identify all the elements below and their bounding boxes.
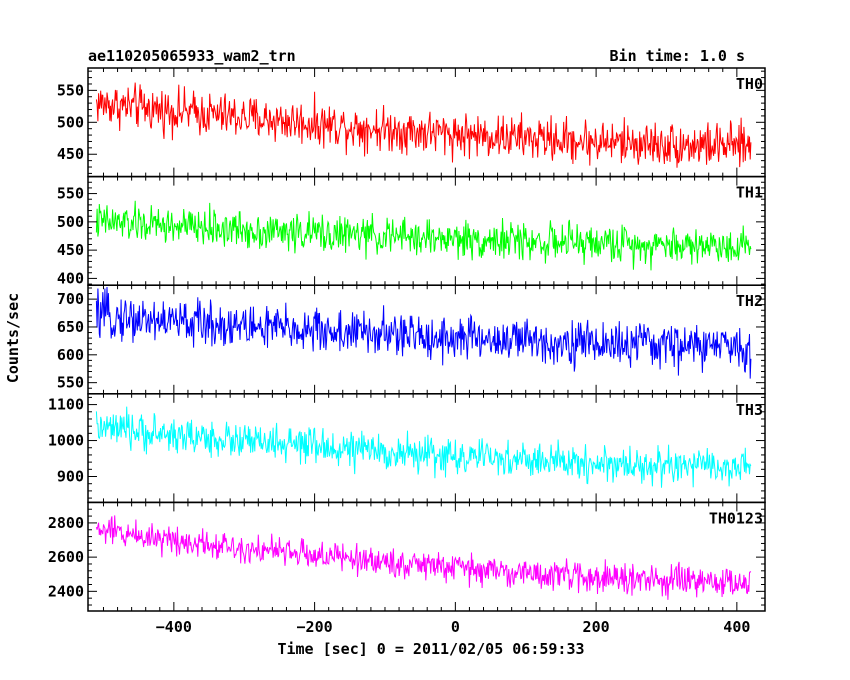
series-line-th1: [95, 200, 752, 271]
panel-label-th3: TH3: [736, 401, 763, 419]
y-tick-label: 550: [57, 81, 84, 99]
title-right: Bin time: 1.0 s: [610, 47, 745, 65]
x-tick-label: −200: [297, 618, 333, 636]
series-line-th2: [95, 286, 752, 379]
panel-label-th0: TH0: [736, 75, 763, 93]
y-tick-label: 450: [57, 145, 84, 163]
y-tick-label: 450: [57, 241, 84, 259]
series-line-th3: [95, 406, 752, 488]
panel-label-th1: TH1: [736, 184, 763, 202]
y-tick-label: 650: [57, 318, 84, 336]
panel-frame: [87, 393, 766, 504]
panel-label-th0123: TH0123: [709, 509, 763, 527]
x-tick-label: −400: [156, 618, 192, 636]
panel-frame: [87, 67, 766, 178]
y-tick-label: 600: [57, 346, 84, 364]
y-tick-label: 500: [57, 113, 84, 131]
y-tick-label: 400: [57, 269, 84, 287]
y-tick-label: 500: [57, 213, 84, 231]
x-tick-label: 200: [583, 618, 610, 636]
x-axis-label: Time [sec] 0 = 2011/02/05 06:59:33: [277, 640, 584, 658]
y-tick-label: 1000: [48, 432, 84, 450]
x-tick-label: 400: [723, 618, 750, 636]
series-line-th0: [95, 82, 752, 168]
y-tick-label: 550: [57, 374, 84, 392]
y-tick-label: 550: [57, 185, 84, 203]
y-tick-label: 900: [57, 468, 84, 486]
y-axis-label: Counts/sec: [4, 293, 22, 383]
series-line-th0123: [95, 515, 752, 600]
title-left: ae110205065933_wam2_trn: [88, 47, 296, 65]
panel-label-th2: TH2: [736, 292, 763, 310]
y-tick-label: 700: [57, 290, 84, 308]
y-tick-label: 2800: [48, 514, 84, 532]
y-tick-label: 2600: [48, 548, 84, 566]
x-tick-label: 0: [451, 618, 460, 636]
panel-frame: [87, 501, 766, 612]
y-tick-label: 1100: [48, 396, 84, 414]
panels-group: 450 500 550 TH0 400 450 500 550 TH1 550 600 650 700 T…: [48, 67, 766, 636]
y-tick-label: 2400: [48, 582, 84, 600]
